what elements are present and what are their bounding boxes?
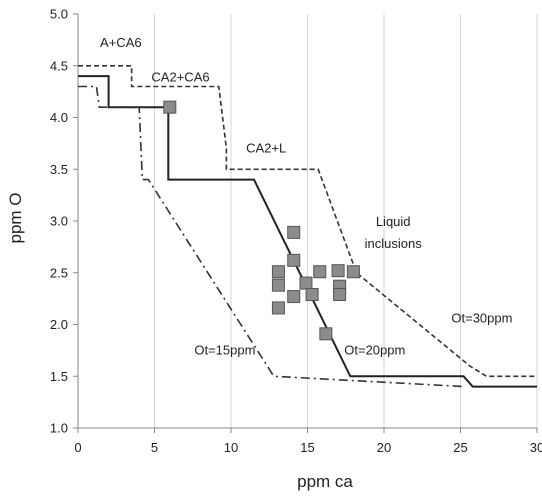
x-tick-label-3: 15 bbox=[300, 440, 314, 455]
series-line-ot-15ppm bbox=[78, 85, 466, 388]
y-tick-label-0: 1.0 bbox=[50, 421, 68, 436]
data-point-10 bbox=[319, 327, 333, 341]
annotation-5: Ot=30ppm bbox=[451, 310, 512, 325]
y-tick-label-6: 4.0 bbox=[50, 110, 68, 125]
grid-layer bbox=[77, 14, 538, 428]
data-point-7 bbox=[299, 276, 313, 290]
data-point-2 bbox=[271, 278, 285, 292]
data-point-6 bbox=[287, 290, 301, 304]
x-tick-label-4: 20 bbox=[377, 440, 391, 455]
annotation-2: CA2+L bbox=[246, 141, 286, 156]
data-point-1 bbox=[271, 265, 285, 279]
points-layer bbox=[163, 100, 360, 341]
annotation-0: A+CA6 bbox=[100, 35, 142, 50]
y-tick-label-4: 3.0 bbox=[50, 214, 68, 229]
y-tick-label-1: 1.5 bbox=[50, 369, 68, 384]
data-point-8 bbox=[305, 287, 319, 301]
x-axis-title: ppm ca bbox=[297, 472, 353, 491]
annotation-1: CA2+CA6 bbox=[151, 69, 209, 84]
data-point-5 bbox=[287, 253, 301, 267]
data-point-3 bbox=[271, 301, 285, 315]
annotation-6: Ot=20ppm bbox=[344, 343, 405, 358]
annotation-3: Liquid bbox=[376, 214, 411, 229]
y-axis-title: ppm O bbox=[6, 192, 25, 243]
data-point-9 bbox=[313, 265, 327, 279]
data-point-0 bbox=[163, 100, 177, 114]
series-line-ot-20ppm bbox=[78, 75, 537, 388]
x-tick-label-0: 0 bbox=[74, 440, 81, 455]
y-tick-label-2: 2.0 bbox=[50, 317, 68, 332]
data-point-14 bbox=[346, 265, 360, 279]
labels-layer: A+CA6 CA2+CA6 CA2+L Liquid inclusions Ot=30pp… bbox=[100, 35, 512, 357]
axes-layer: 1.0 1.5 2.0 2.5 3.0 3.5 4.0 4.5 5.0 0 5 10 15 20 25 30 bbox=[50, 7, 542, 456]
data-point-13 bbox=[333, 287, 347, 301]
data-point-4 bbox=[287, 225, 301, 239]
y-tick-label-5: 3.5 bbox=[50, 162, 68, 177]
annotation-4: inclusions bbox=[365, 236, 423, 251]
y-tick-label-8: 5.0 bbox=[50, 7, 68, 22]
series-layer bbox=[78, 65, 537, 388]
y-tick-label-7: 4.5 bbox=[50, 58, 68, 73]
x-tick-label-6: 30 bbox=[530, 440, 542, 455]
x-tick-label-2: 10 bbox=[224, 440, 238, 455]
data-point-11 bbox=[331, 264, 345, 278]
annotation-7: Ot=15ppm bbox=[194, 343, 255, 358]
series-line-ot-30ppm bbox=[78, 65, 537, 378]
x-tick-label-5: 25 bbox=[453, 440, 467, 455]
y-tick-label-3: 2.5 bbox=[50, 265, 68, 280]
x-tick-label-1: 5 bbox=[151, 440, 158, 455]
